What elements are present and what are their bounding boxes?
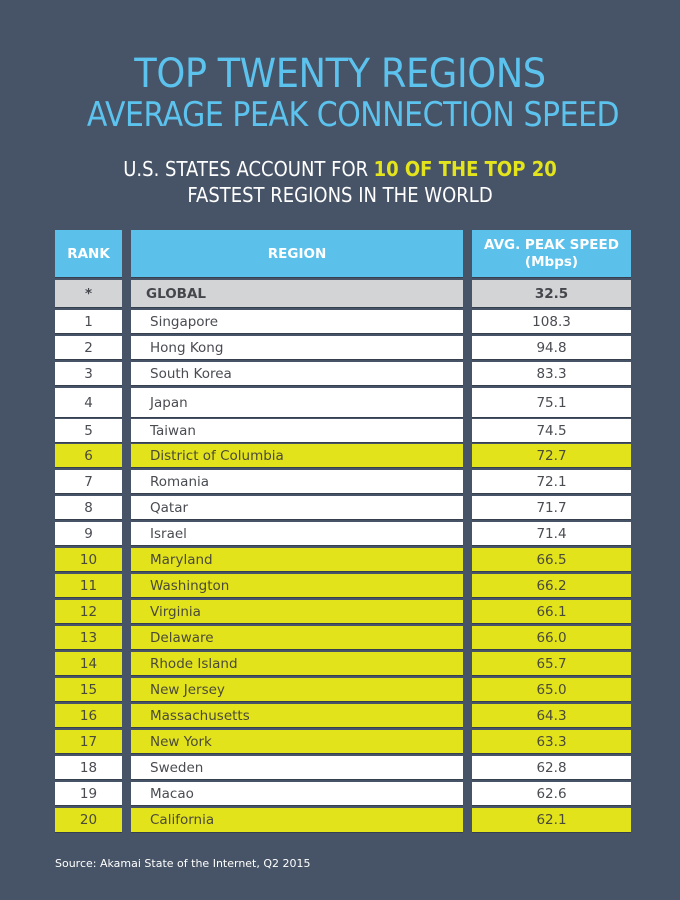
title-line1: TOP TWENTY REGIONS bbox=[134, 51, 546, 97]
rank-cell: 17 bbox=[55, 730, 122, 753]
region-cell: Hong Kong bbox=[131, 336, 463, 359]
speed-cell: 74.5 bbox=[472, 419, 631, 442]
region-cell: California bbox=[131, 808, 463, 832]
column-header-speed: AVG. PEAK SPEED (Mbps) bbox=[472, 230, 631, 277]
rank-cell: 20 bbox=[55, 808, 122, 832]
rank-cell: 15 bbox=[55, 678, 122, 701]
region-cell: Delaware bbox=[131, 626, 463, 649]
region-cell: Israel bbox=[131, 522, 463, 545]
region-cell: South Korea bbox=[131, 362, 463, 385]
region-cell: Qatar bbox=[131, 496, 463, 519]
speed-cell: 63.3 bbox=[472, 730, 631, 753]
speed-header-line1: AVG. PEAK SPEED bbox=[484, 236, 619, 253]
region-cell: District of Columbia bbox=[131, 444, 463, 467]
global-rank: * bbox=[55, 280, 122, 307]
region-cell: Virginia bbox=[131, 600, 463, 623]
rank-cell: 5 bbox=[55, 419, 122, 442]
title-line2: AVERAGE PEAK CONNECTION SPEED bbox=[86, 95, 620, 135]
region-cell: Sweden bbox=[131, 756, 463, 779]
region-cell: Massachusetts bbox=[131, 704, 463, 727]
rank-cell: 16 bbox=[55, 704, 122, 727]
region-cell: Japan bbox=[131, 388, 463, 417]
region-cell: Maryland bbox=[131, 548, 463, 571]
rank-cell: 6 bbox=[55, 444, 122, 467]
region-cell: Macao bbox=[131, 782, 463, 805]
speed-cell: 64.3 bbox=[472, 704, 631, 727]
region-cell: New Jersey bbox=[131, 678, 463, 701]
source-note: Source: Akamai State of the Internet, Q2… bbox=[55, 857, 311, 870]
speed-cell: 65.7 bbox=[472, 652, 631, 675]
region-cell: Washington bbox=[131, 574, 463, 597]
column-header-region: REGION bbox=[131, 230, 463, 277]
region-cell: Singapore bbox=[131, 310, 463, 333]
speed-cell: 71.4 bbox=[472, 522, 631, 545]
region-cell: Taiwan bbox=[131, 419, 463, 442]
speed-cell: 66.2 bbox=[472, 574, 631, 597]
subtitle-line2: FASTEST REGIONS IN THE WORLD bbox=[187, 183, 493, 207]
subtitle-text: U.S. STATES ACCOUNT FOR bbox=[123, 157, 369, 181]
rank-cell: 11 bbox=[55, 574, 122, 597]
speed-cell: 94.8 bbox=[472, 336, 631, 359]
region-cell: Rhode Island bbox=[131, 652, 463, 675]
subtitle-highlight: 10 OF THE TOP 20 bbox=[373, 157, 557, 181]
rank-cell: 14 bbox=[55, 652, 122, 675]
global-region: GLOBAL bbox=[131, 280, 463, 307]
speed-header-line2: (Mbps) bbox=[524, 253, 579, 270]
rank-cell: 12 bbox=[55, 600, 122, 623]
speed-cell: 62.1 bbox=[472, 808, 631, 832]
speed-cell: 72.1 bbox=[472, 470, 631, 493]
speed-cell: 75.1 bbox=[472, 388, 631, 417]
region-cell: Romania bbox=[131, 470, 463, 493]
rank-cell: 2 bbox=[55, 336, 122, 359]
rank-cell: 8 bbox=[55, 496, 122, 519]
speed-cell: 66.0 bbox=[472, 626, 631, 649]
speed-cell: 62.6 bbox=[472, 782, 631, 805]
speed-cell: 65.0 bbox=[472, 678, 631, 701]
rank-cell: 19 bbox=[55, 782, 122, 805]
speed-cell: 72.7 bbox=[472, 444, 631, 467]
speed-cell: 66.1 bbox=[472, 600, 631, 623]
rank-cell: 1 bbox=[55, 310, 122, 333]
speed-cell: 62.8 bbox=[472, 756, 631, 779]
rank-cell: 7 bbox=[55, 470, 122, 493]
rank-cell: 4 bbox=[55, 388, 122, 417]
rank-cell: 3 bbox=[55, 362, 122, 385]
rank-cell: 18 bbox=[55, 756, 122, 779]
speed-cell: 108.3 bbox=[472, 310, 631, 333]
column-header-rank: RANK bbox=[55, 230, 122, 277]
global-speed: 32.5 bbox=[472, 280, 631, 307]
speed-cell: 83.3 bbox=[472, 362, 631, 385]
speed-cell: 71.7 bbox=[472, 496, 631, 519]
rank-cell: 10 bbox=[55, 548, 122, 571]
rank-cell: 13 bbox=[55, 626, 122, 649]
speed-cell: 66.5 bbox=[472, 548, 631, 571]
subtitle-line1: U.S. STATES ACCOUNT FOR 10 OF THE TOP 20 bbox=[34, 157, 646, 181]
region-cell: New York bbox=[131, 730, 463, 753]
rank-cell: 9 bbox=[55, 522, 122, 545]
